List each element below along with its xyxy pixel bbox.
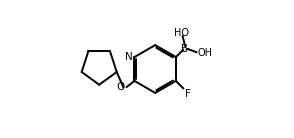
Text: B: B (181, 44, 189, 54)
Text: O: O (116, 82, 125, 92)
Text: F: F (185, 89, 191, 99)
Text: OH: OH (197, 48, 212, 58)
Text: N: N (125, 52, 133, 62)
Text: HO: HO (174, 28, 189, 38)
